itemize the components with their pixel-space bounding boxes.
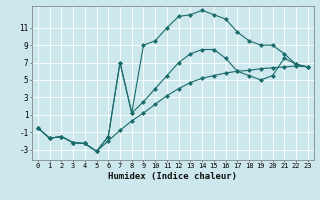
X-axis label: Humidex (Indice chaleur): Humidex (Indice chaleur) [108, 172, 237, 181]
